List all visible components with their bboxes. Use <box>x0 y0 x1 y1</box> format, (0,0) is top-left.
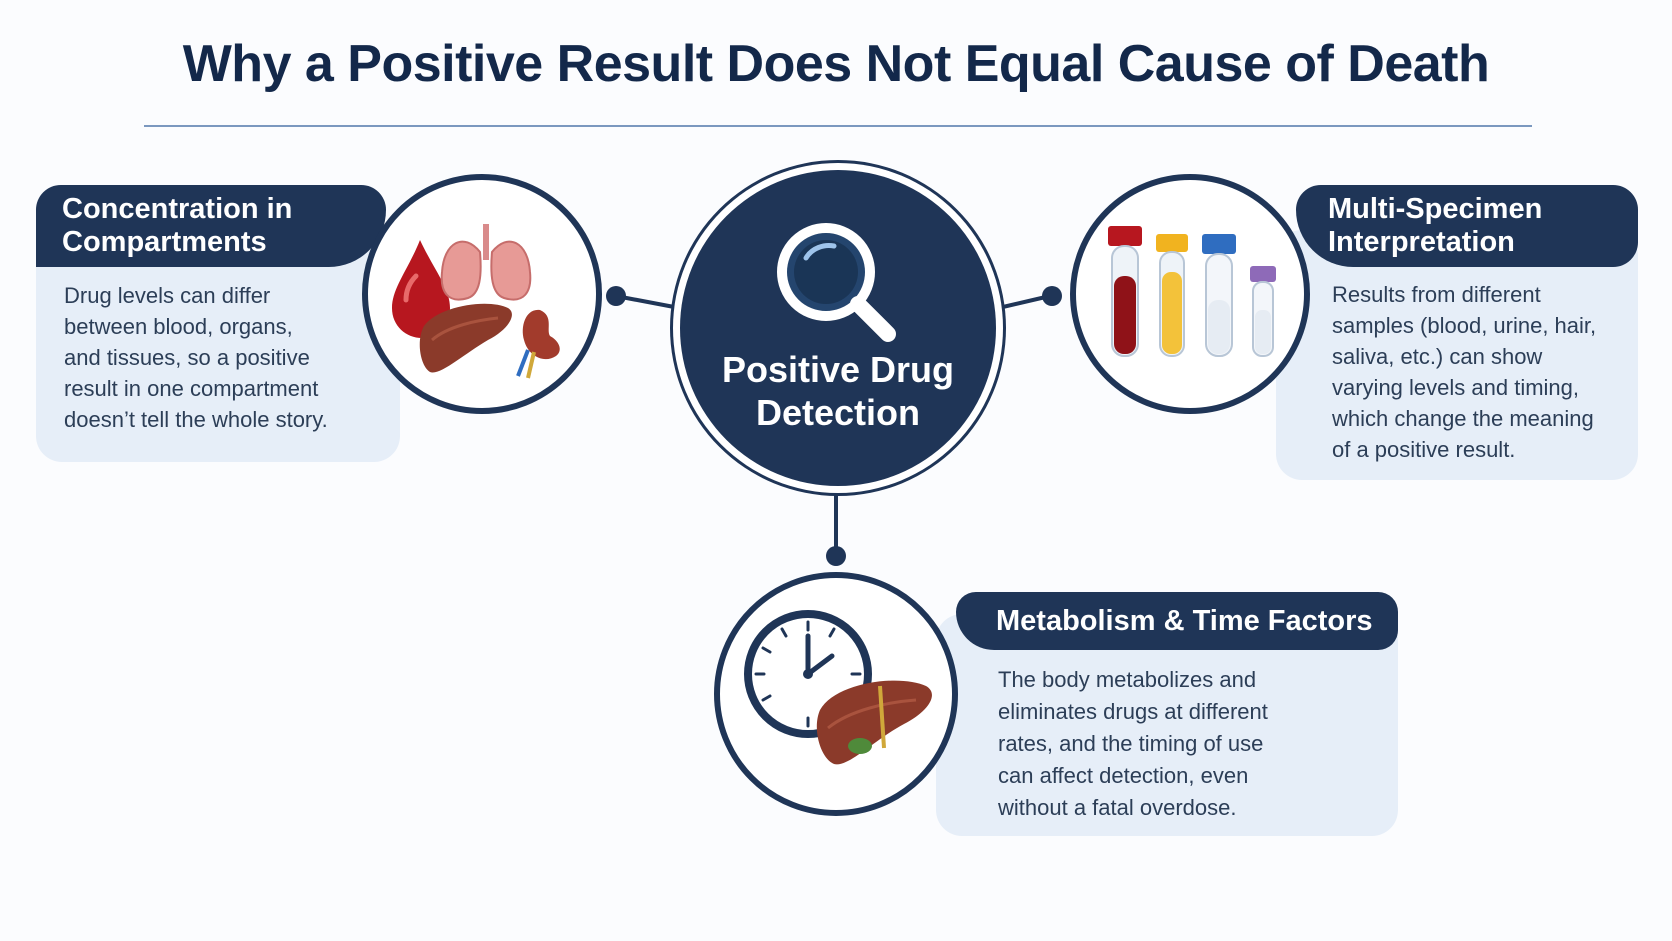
concentration-card <box>36 230 400 462</box>
clock-liver-icon <box>714 572 958 816</box>
center-label: Positive Drug Detection <box>721 349 955 433</box>
multi-specimen-text: Results from different samples (blood, u… <box>1332 282 1597 462</box>
metabolism-text: The body metabolizes and eliminates drug… <box>998 667 1268 820</box>
title-divider <box>144 125 1532 127</box>
metabolism-card <box>936 614 1398 836</box>
multi-specimen-heading-text: Multi-Specimen Interpretation <box>1328 193 1543 258</box>
positive-drug-detection-node <box>680 170 996 486</box>
concentration-text: Drug levels can differ between blood, or… <box>64 283 328 432</box>
page-title: Why a Positive Result Does Not Equal Cau… <box>182 35 1490 93</box>
concentration-heading-text: Concentration in Compartments <box>62 193 293 258</box>
metabolism-heading: Metabolism & Time Factors <box>956 592 1398 650</box>
magnifier-icon <box>777 223 896 342</box>
metabolism-heading-text: Metabolism & Time Factors <box>996 604 1373 637</box>
multi-specimen-card <box>1276 230 1638 480</box>
test-tubes-icon <box>1070 174 1310 414</box>
organs-icon <box>362 174 602 414</box>
multi-specimen-heading: Multi-Specimen Interpretation <box>1296 185 1638 267</box>
concentration-heading: Concentration in Compartments <box>36 185 386 267</box>
